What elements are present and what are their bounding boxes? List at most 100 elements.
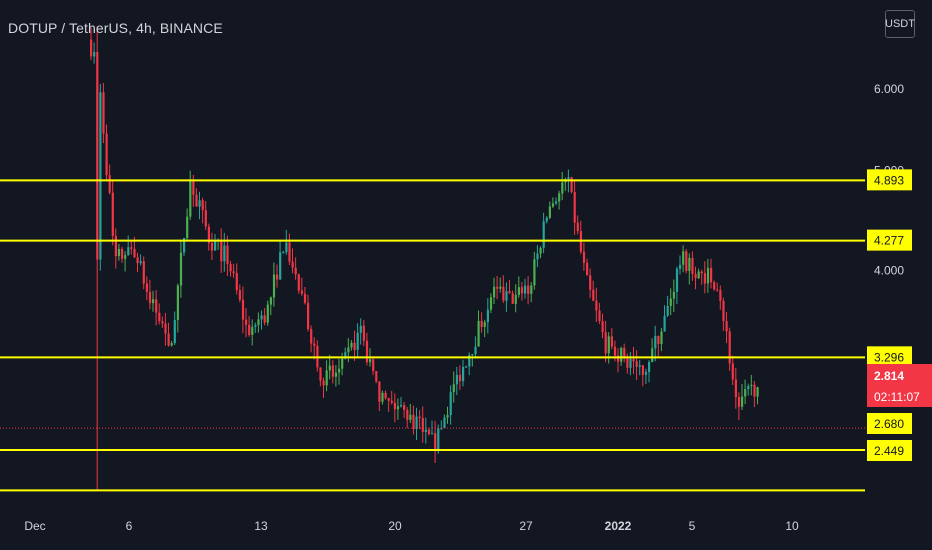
candle-body (195, 194, 198, 207)
candle-body (223, 245, 226, 262)
candle-body (418, 416, 421, 418)
line-price-label: 2.680 (867, 413, 912, 434)
candle-body (347, 347, 350, 353)
candle-body (300, 290, 303, 294)
candle-body (179, 252, 183, 286)
time-axis: Dec 6 13 20 27 2022 5 10 (24, 519, 799, 533)
candle-body (548, 206, 551, 218)
candle-body (235, 273, 238, 291)
candle-body (493, 286, 496, 298)
candle-body (192, 179, 195, 195)
candle-body (558, 193, 561, 202)
candle-body (325, 370, 328, 386)
candle-body (313, 343, 316, 346)
time-axis-tick: 2022 (605, 519, 632, 533)
candle-body (598, 310, 601, 322)
candle-body (338, 368, 341, 373)
candle-body (303, 293, 307, 303)
candle-body (713, 282, 716, 290)
candle-body (750, 384, 753, 387)
candle-body (716, 289, 719, 291)
candle-body (446, 415, 449, 418)
candle-body (666, 305, 669, 316)
candle-body (158, 312, 161, 322)
chart-title: DOTUP / TetherUS, 4h, BINANCE (8, 20, 223, 36)
candle-body (359, 325, 362, 333)
candle-body (728, 331, 731, 364)
candle-body (468, 355, 471, 367)
candle-body (539, 247, 542, 254)
time-axis-tick: 5 (689, 519, 696, 533)
line-price-label: 3.296 (867, 346, 912, 368)
candle-body (691, 257, 694, 274)
candle-body (610, 336, 613, 347)
candle-body (455, 374, 458, 385)
candle-body (170, 343, 173, 346)
candle-body (288, 242, 291, 262)
candle-body (465, 366, 468, 368)
currency-button[interactable]: USDT (885, 10, 915, 38)
candle-body (663, 315, 666, 332)
candles-layer (90, 26, 759, 491)
candle-body (189, 179, 192, 217)
candle-body (437, 428, 440, 452)
candle-body (372, 359, 375, 372)
candle-body (214, 240, 217, 251)
candle-body (648, 362, 651, 372)
time-axis-tick: 10 (785, 519, 799, 533)
candle-body (260, 315, 263, 320)
candle-body (551, 203, 555, 207)
candle-body (266, 304, 269, 323)
candle-body (356, 332, 359, 350)
horizontal-line-labels: 4.893 4.277 3.296 2.680 2.449 (867, 169, 912, 461)
candle-body (173, 319, 176, 344)
candle-body (719, 290, 722, 301)
candle-body (555, 201, 558, 204)
candle-body (623, 347, 626, 359)
candle-body (331, 365, 334, 377)
candle-body (396, 406, 400, 410)
time-axis-tick: 13 (254, 519, 268, 533)
last-price-badge-bg (867, 364, 932, 407)
candle-body (238, 290, 241, 300)
line-price-label-text: 2.449 (874, 444, 904, 458)
candle-body (117, 248, 121, 257)
candle-body (220, 240, 223, 262)
candle-body (524, 285, 527, 294)
candle-body (570, 177, 573, 192)
candle-body (672, 291, 675, 299)
candle-body (496, 286, 499, 289)
candle-body (576, 222, 579, 232)
candle-body (514, 294, 517, 304)
candle-body (679, 264, 682, 269)
candle-body (511, 293, 514, 304)
candle-body (744, 389, 747, 397)
candle-body (285, 242, 288, 253)
candle-body (136, 257, 139, 264)
candle-body (424, 429, 427, 432)
candle-body (263, 315, 266, 323)
candle-body (229, 264, 232, 272)
candle-body (164, 323, 167, 334)
candle-body (604, 332, 607, 354)
candle-body (378, 381, 381, 402)
candle-body (108, 175, 111, 193)
candle-body (421, 417, 424, 432)
candle-body (365, 340, 369, 363)
candle-body (226, 245, 229, 265)
candle-body (375, 371, 378, 382)
candle-body (700, 271, 703, 274)
candle-body (434, 433, 437, 452)
candle-body (403, 405, 406, 411)
candle-body (474, 346, 477, 355)
candle-body (279, 252, 282, 280)
candle-body (427, 429, 431, 434)
candle-body (706, 267, 710, 284)
candle-body (251, 326, 254, 335)
candle-body (685, 251, 688, 271)
candle-body (697, 271, 700, 279)
candle-body (257, 319, 260, 326)
candle-body (96, 52, 99, 260)
line-price-label: 2.449 (867, 440, 912, 461)
